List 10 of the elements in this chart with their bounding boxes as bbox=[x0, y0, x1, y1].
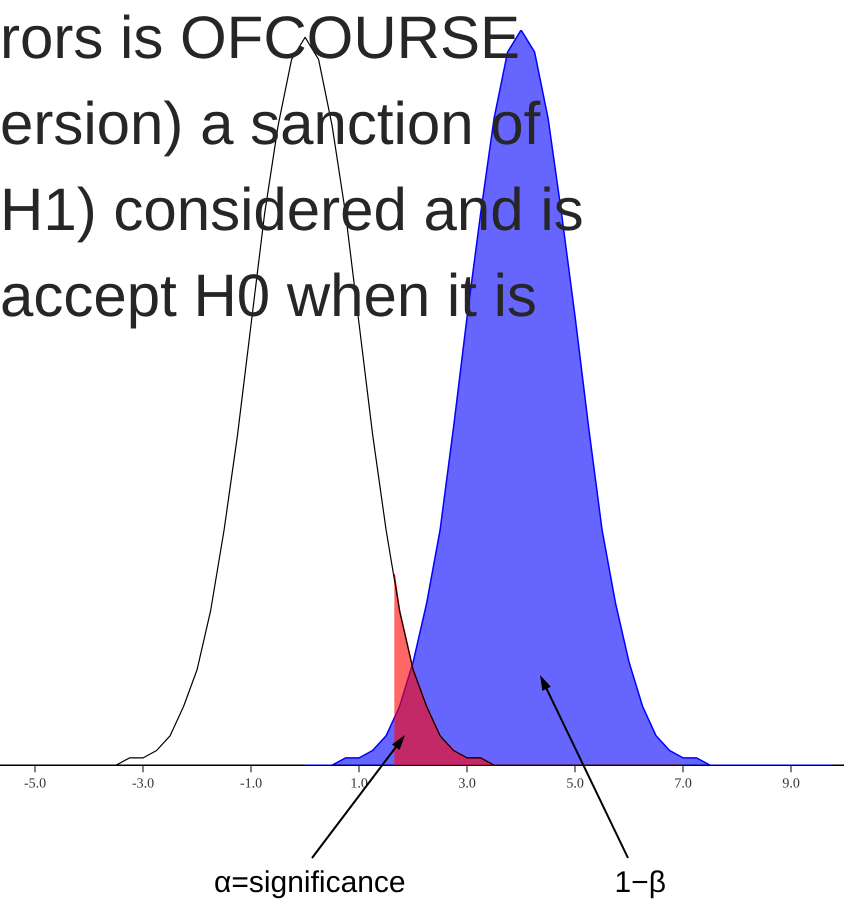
text: 1−β bbox=[614, 866, 666, 899]
annotation: rors is OFCOURSE bbox=[0, 4, 520, 71]
x-tick-label: 7.0 bbox=[674, 776, 692, 792]
x-tick-label: 9.0 bbox=[782, 776, 800, 792]
text: α=significance bbox=[214, 866, 406, 899]
x-tick-label: 5.0 bbox=[566, 776, 584, 792]
x-tick-label: -3.0 bbox=[132, 776, 154, 792]
x-tick-label: -5.0 bbox=[24, 776, 46, 792]
x-tick-label: -1.0 bbox=[240, 776, 262, 792]
x-tick-label: 3.0 bbox=[458, 776, 476, 792]
